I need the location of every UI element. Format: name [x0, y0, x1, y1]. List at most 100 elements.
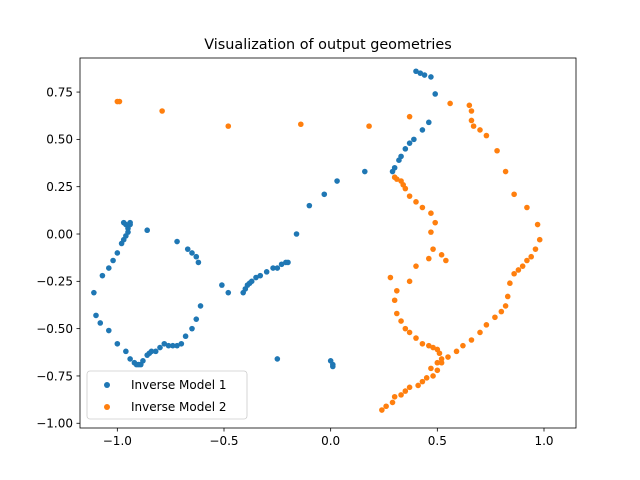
data-point-series-2: [519, 263, 526, 269]
data-point-series-1: [189, 325, 195, 332]
data-point-series-2: [426, 255, 432, 262]
data-point-series-2: [426, 342, 432, 349]
data-point-series-2: [504, 293, 511, 300]
legend-marker-series-2: [104, 404, 110, 410]
data-point-series-1: [406, 140, 413, 146]
data-point-series-1: [270, 265, 276, 271]
data-point-series-1: [293, 231, 300, 237]
data-point-series-1: [306, 202, 313, 209]
legend-box: [86, 370, 248, 420]
x-tick-label: 0.0: [321, 434, 340, 448]
data-point-series-1: [411, 136, 417, 143]
data-point-series-2: [298, 121, 304, 128]
data-point-series-1: [91, 289, 97, 296]
data-point-series-2: [434, 367, 441, 374]
data-point-series-2: [492, 314, 498, 321]
data-point-series-2: [398, 392, 404, 398]
data-point-series-2: [468, 337, 475, 343]
data-point-series-1: [225, 289, 232, 296]
y-tick-label: 0.25: [46, 180, 73, 194]
data-point-series-1: [174, 238, 180, 245]
data-point-series-2: [383, 403, 389, 410]
data-point-series-2: [532, 246, 539, 252]
data-point-series-1: [389, 168, 396, 175]
data-point-series-2: [511, 191, 517, 198]
data-point-series-1: [419, 127, 426, 133]
data-point-series-1: [219, 282, 225, 288]
data-point-series-1: [114, 340, 121, 347]
data-point-series-2: [402, 185, 409, 192]
data-point-series-2: [438, 252, 445, 258]
data-point-series-2: [428, 210, 434, 216]
data-point-series-2: [438, 356, 445, 362]
data-point-series-2: [430, 373, 436, 379]
data-point-series-2: [477, 127, 483, 133]
data-point-series-1: [114, 250, 121, 256]
axes: −1.0 −0.5 0.0 0.5 1.0 0.75 0.50 0.25 0.00 −0.25 −0…: [36, 85, 553, 448]
data-point-series-2: [413, 263, 419, 269]
data-point-series-2: [406, 113, 413, 120]
data-point-series-1: [195, 259, 202, 266]
data-point-series-1: [421, 72, 428, 78]
data-point-series-1: [274, 265, 281, 271]
data-point-series-1: [413, 68, 419, 75]
data-point-series-2: [524, 257, 530, 264]
data-point-series-1: [152, 348, 159, 355]
data-point-series-1: [193, 253, 200, 260]
data-point-series-2: [402, 325, 409, 332]
plot-frame: [79, 57, 577, 429]
data-point-series-2: [432, 219, 439, 226]
data-point-series-1: [197, 303, 204, 309]
data-point-series-1: [106, 265, 112, 271]
data-point-series-1: [240, 289, 246, 296]
data-point-series-2: [159, 108, 165, 114]
data-point-series-2: [468, 108, 475, 114]
points-layer: [91, 68, 543, 413]
data-point-series-1: [165, 342, 172, 349]
data-point-series-2: [536, 236, 543, 243]
data-point-series-2: [534, 221, 541, 228]
data-point-series-2: [507, 280, 513, 287]
data-point-series-2: [391, 297, 398, 304]
data-point-series-2: [434, 359, 441, 366]
data-point-series-1: [362, 168, 368, 175]
data-point-series-2: [406, 278, 413, 285]
data-point-series-1: [263, 269, 270, 275]
data-point-series-1: [97, 320, 104, 326]
data-point-series-1: [110, 257, 116, 264]
data-point-series-2: [419, 204, 426, 211]
data-point-series-1: [334, 178, 340, 184]
data-point-series-1: [253, 274, 259, 281]
data-point-series-1: [432, 91, 439, 97]
data-point-series-1: [161, 340, 168, 347]
data-point-series-1: [93, 312, 99, 319]
data-point-series-1: [428, 74, 434, 80]
data-point-series-2: [415, 382, 421, 389]
data-point-series-2: [502, 168, 509, 175]
data-point-series-2: [391, 393, 398, 400]
data-point-series-1: [278, 261, 285, 268]
data-point-series-1: [396, 157, 402, 163]
data-point-series-1: [182, 333, 189, 340]
data-point-series-2: [419, 378, 426, 385]
chart-title: Visualization of output geometries: [204, 37, 452, 53]
data-point-series-1: [193, 316, 200, 322]
legend-label-series-1: Inverse Model 1: [131, 378, 227, 392]
y-tick-label: −0.25: [36, 275, 73, 289]
data-point-series-2: [502, 303, 509, 309]
data-point-series-1: [426, 119, 432, 126]
data-point-series-2: [394, 287, 400, 294]
data-point-series-2: [419, 340, 426, 347]
y-tick-label: 0.50: [46, 133, 73, 147]
data-point-series-1: [157, 344, 163, 351]
data-point-series-2: [515, 267, 522, 273]
data-point-series-2: [398, 318, 404, 324]
data-point-series-1: [274, 356, 281, 362]
data-point-series-2: [430, 246, 436, 252]
y-tick-label: 0.75: [46, 85, 73, 99]
data-point-series-1: [120, 219, 127, 226]
data-point-series-2: [423, 375, 430, 381]
data-point-series-2: [379, 407, 385, 413]
